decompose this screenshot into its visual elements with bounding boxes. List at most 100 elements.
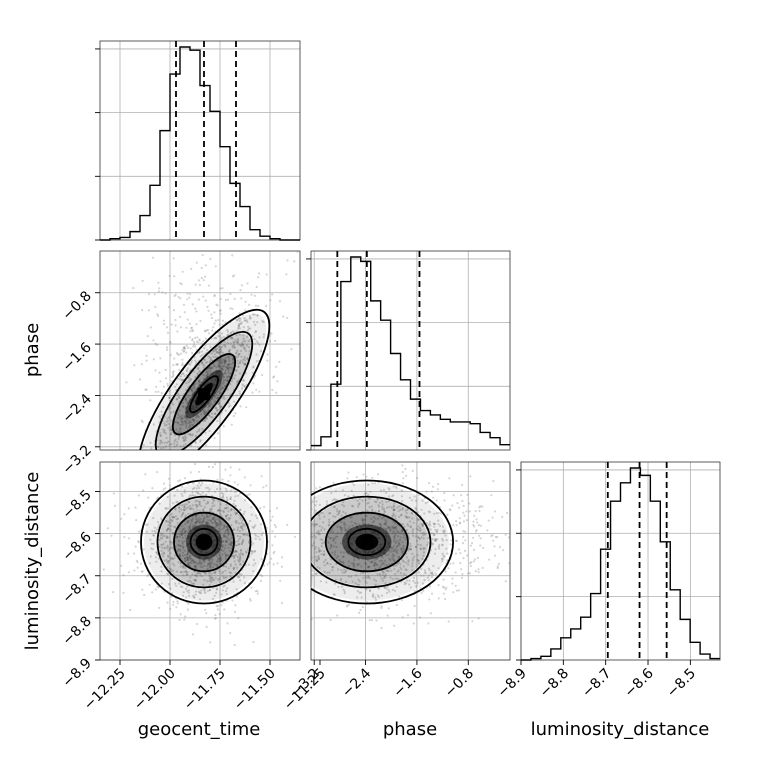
scatter-point — [180, 379, 183, 382]
scatter-point — [326, 571, 329, 575]
scatter-point — [418, 562, 421, 565]
scatter-point — [187, 528, 190, 531]
scatter-point — [167, 440, 170, 443]
scatter-point — [332, 565, 335, 569]
scatter-point — [220, 556, 223, 560]
scatter-point — [260, 350, 263, 353]
tick-marks: −12.25 −12.00 −11.75 −11.50 −11.25−3.2 −2.4 −1… — [59, 48, 699, 713]
scatter-point — [314, 547, 317, 550]
scatter-point — [177, 539, 180, 543]
scatter-point — [431, 542, 434, 545]
scatter-point — [435, 499, 438, 502]
scatter-point — [227, 533, 230, 536]
scatter-point — [183, 489, 186, 492]
scatter-point — [222, 344, 225, 347]
scatter-point — [541, 485, 543, 487]
scatter-point — [178, 396, 181, 400]
scatter-point — [112, 492, 115, 495]
scatter-point — [240, 525, 243, 528]
scatter-point — [238, 343, 241, 346]
scatter-point — [195, 504, 198, 507]
scatter-point — [343, 526, 346, 529]
scatter-point — [203, 358, 206, 362]
scatter-point — [206, 361, 209, 364]
scatter-point — [220, 523, 223, 526]
scatter-point — [206, 564, 209, 568]
scatter-point — [224, 360, 227, 363]
scatter-point — [214, 518, 217, 521]
scatter-point — [194, 375, 197, 379]
scatter-point — [237, 494, 240, 497]
scatter-point — [210, 366, 213, 369]
scatter-point — [187, 563, 190, 566]
scatter-point — [344, 524, 347, 527]
scatter-point — [173, 557, 176, 560]
scatter-point — [191, 517, 194, 521]
scatter-point — [191, 515, 194, 518]
scatter-point — [393, 559, 396, 563]
scatter-point — [372, 564, 375, 567]
scatter-point — [243, 533, 246, 536]
scatter-point — [256, 314, 259, 317]
scatter-point — [406, 523, 409, 526]
scatter-point — [189, 423, 192, 426]
scatter-point — [226, 380, 229, 383]
scatter-point — [219, 337, 222, 340]
scatter-point — [188, 579, 191, 582]
scatter-point — [224, 507, 227, 510]
scatter-point — [193, 421, 196, 424]
scatter-point — [170, 556, 174, 560]
scatter-point — [183, 556, 186, 560]
scatter-point — [206, 373, 209, 376]
scatter-point — [167, 559, 170, 563]
scatter-point — [163, 559, 166, 562]
scatter-point — [196, 484, 199, 487]
scatter-point — [328, 523, 331, 526]
scatter-point — [251, 391, 254, 394]
scatter-point — [261, 373, 264, 377]
scatter-point — [195, 490, 198, 493]
scatter-point — [192, 561, 195, 564]
scatter-point — [180, 533, 183, 536]
scatter-point — [391, 515, 394, 518]
scatter-point — [236, 555, 239, 559]
scatter-point — [213, 520, 217, 523]
scatter-point — [413, 589, 416, 593]
scatter-point — [285, 547, 287, 549]
scatter-point — [162, 453, 164, 455]
scatter-point — [422, 548, 425, 551]
scatter-point — [452, 562, 455, 565]
scatter-point — [408, 520, 412, 523]
scatter-point — [201, 520, 205, 523]
scatter-point — [215, 605, 218, 608]
scatter-point — [441, 557, 444, 560]
scatter-point — [156, 454, 158, 456]
scatter-point — [312, 500, 315, 503]
scatter-point — [174, 508, 177, 511]
scatter-point — [212, 481, 215, 484]
scatter-point — [183, 347, 187, 350]
scatter-point — [189, 433, 192, 436]
scatter-point — [188, 292, 192, 295]
scatter-point — [210, 572, 213, 576]
scatter-point — [189, 417, 192, 420]
scatter-point — [401, 482, 404, 485]
scatter-point — [311, 501, 313, 504]
scatter-point — [433, 525, 436, 528]
scatter-point — [214, 407, 217, 410]
scatter-point — [197, 383, 200, 386]
scatter-point — [197, 491, 200, 494]
scatter-point — [242, 345, 245, 349]
scatter-point — [390, 506, 394, 509]
scatter-point — [444, 597, 447, 601]
scatter-point — [221, 351, 224, 354]
scatter-point — [239, 563, 242, 566]
scatter-point — [217, 390, 220, 393]
scatter-point — [380, 559, 383, 562]
scatter-point — [210, 316, 213, 320]
scatter-point — [447, 567, 450, 570]
scatter-point — [331, 551, 334, 554]
scatter-point — [370, 505, 373, 508]
scatter-point — [199, 561, 202, 564]
scatter-point — [194, 345, 197, 348]
